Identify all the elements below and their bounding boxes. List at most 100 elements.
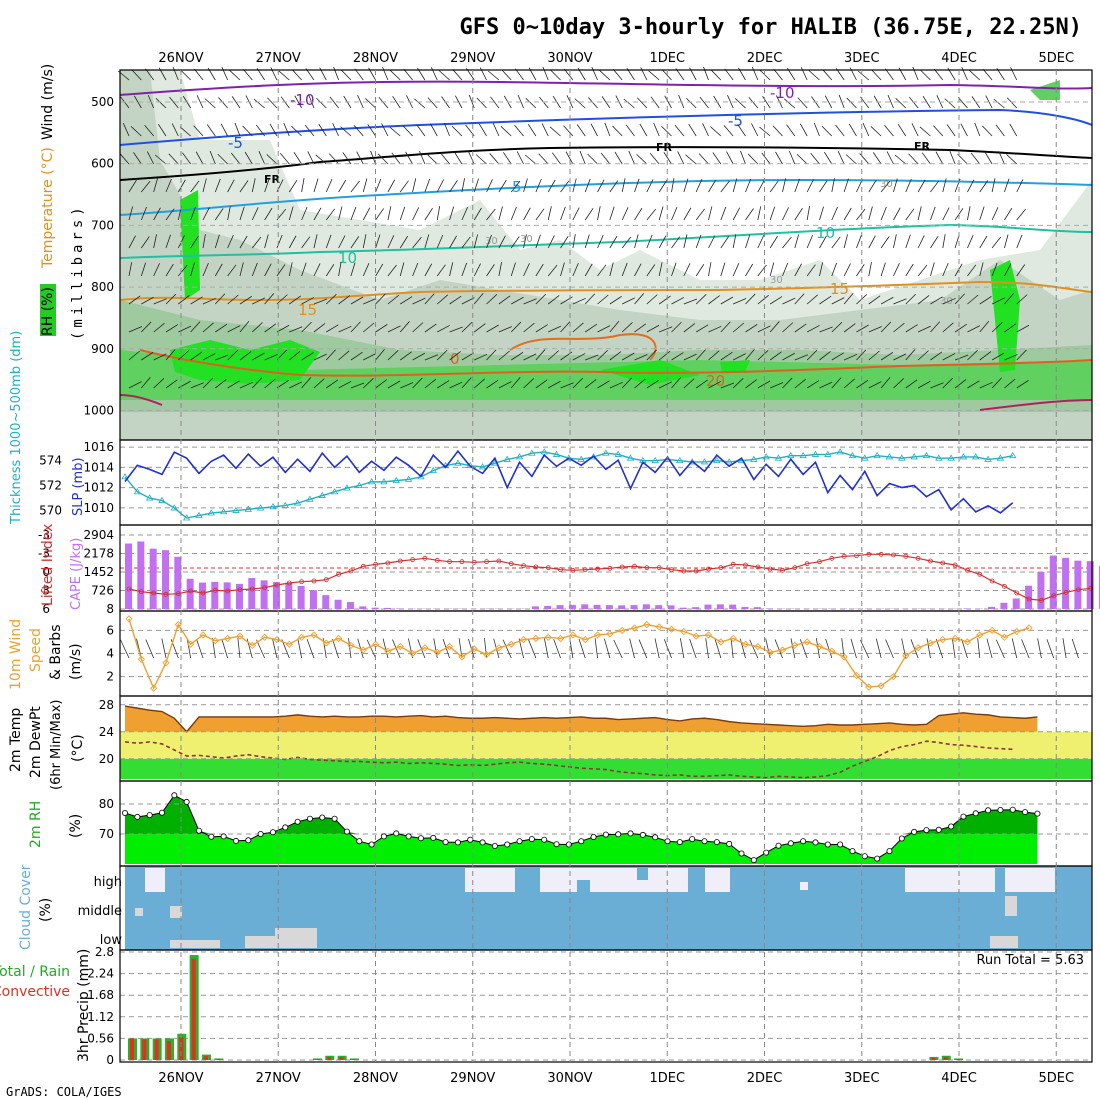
wind-barb (905, 379, 918, 389)
date-label-bottom: 27NOV (256, 1071, 301, 1086)
wind-barb (131, 69, 142, 81)
wind-barb (782, 262, 789, 277)
contour-label: 20 (706, 372, 725, 390)
wind-barb (437, 325, 450, 333)
wind-barb (856, 324, 869, 333)
wind-barb (917, 235, 925, 249)
wind-barb (122, 123, 130, 137)
wind-barb (880, 352, 894, 361)
wind-barb (621, 236, 632, 249)
surface-wind-barb (885, 639, 894, 659)
wind-barb (338, 381, 352, 389)
thickness-point (614, 450, 622, 457)
rh-point (195, 827, 202, 834)
wind-barb (362, 178, 368, 193)
wind-barb (893, 263, 900, 277)
wind-barb (171, 123, 179, 137)
surface-wind-barb (850, 638, 857, 659)
wind-barb (498, 350, 510, 361)
date-label-top: 30NOV (547, 51, 592, 66)
wind-speed-point (507, 640, 515, 648)
wind-barb (993, 98, 1005, 109)
surface-wind-barb (629, 638, 635, 659)
wind-barb (806, 325, 820, 333)
wind-barb (229, 70, 241, 81)
lifted-index-point (484, 559, 489, 565)
lifted-index-point (138, 589, 144, 595)
thickness-point (158, 496, 166, 503)
wind-barb (597, 294, 609, 305)
rh-point (800, 838, 807, 845)
precip-convective-bar (931, 1057, 936, 1060)
wind-barb (782, 207, 789, 221)
cape-bar (605, 605, 613, 609)
wind-barb (486, 379, 499, 389)
cape-bar (753, 607, 761, 609)
wind-barb (708, 381, 722, 389)
surface-wind-barb (749, 639, 759, 659)
wind-barb (362, 263, 370, 277)
wind-barb (920, 69, 931, 81)
wind-barb (332, 123, 339, 137)
wind-barb (808, 70, 820, 81)
wind-barb (403, 68, 413, 81)
wind-barb (414, 98, 426, 109)
wind-barb (912, 66, 919, 81)
tick-label: 80 (99, 797, 114, 811)
cape-bar (766, 608, 774, 609)
cape-bar (642, 604, 650, 609)
wind-barb (967, 325, 981, 333)
wind-barb (535, 349, 546, 361)
wind-barb (748, 97, 759, 109)
wind-barb (338, 350, 350, 361)
wind-barb (179, 126, 191, 137)
wind-barb (806, 264, 816, 277)
wind-barb (572, 377, 584, 389)
thickness-point (861, 454, 869, 461)
wind-barb (757, 380, 771, 389)
rh-point (713, 839, 720, 846)
wind-barb (178, 264, 188, 277)
surface-wind-barb (594, 638, 598, 659)
wind-barb (165, 178, 172, 193)
rh-point (319, 814, 326, 821)
date-label-bottom: 29NOV (450, 1071, 495, 1086)
wind-barb (868, 326, 882, 333)
wind-barb (227, 235, 234, 249)
wind-barb (498, 235, 506, 249)
wind-barb (231, 96, 241, 109)
contour-label: -5 (728, 112, 743, 130)
wind-barb (856, 208, 866, 221)
wind-barb (514, 125, 524, 137)
wind-barb (659, 326, 673, 333)
wind-barb (702, 123, 709, 137)
cape-bar (729, 604, 737, 609)
wind-barb (375, 263, 384, 277)
wind-barb (1009, 123, 1018, 137)
wind-barb (313, 298, 328, 305)
wind-speed-point (988, 626, 996, 634)
wind-barb (905, 349, 916, 361)
wind-barb (510, 206, 517, 221)
wind-barb (727, 95, 734, 109)
cape-bar (211, 581, 219, 609)
precip-label-3: 3hr Precip (mm) (76, 949, 92, 1062)
wind-barb (919, 126, 931, 137)
wind-barb (416, 124, 426, 137)
wind-barb (535, 234, 541, 249)
surface-wind-barb (528, 639, 537, 659)
wind-barb (325, 208, 336, 221)
rh-fill-high (125, 795, 1038, 834)
wind-barb (227, 294, 239, 305)
wind-barb (819, 381, 833, 389)
rh-point (183, 798, 190, 805)
tick-label: 572 (39, 479, 62, 493)
wind-barb (628, 151, 635, 165)
wind-barb (363, 298, 377, 305)
rh-legend-swatch (40, 284, 56, 336)
wind-speed-point (248, 641, 256, 650)
tick-label: 700 (91, 218, 114, 232)
wind-speed-point (433, 648, 441, 656)
surface-wind-barb (603, 638, 611, 659)
wind-barb (949, 150, 956, 165)
